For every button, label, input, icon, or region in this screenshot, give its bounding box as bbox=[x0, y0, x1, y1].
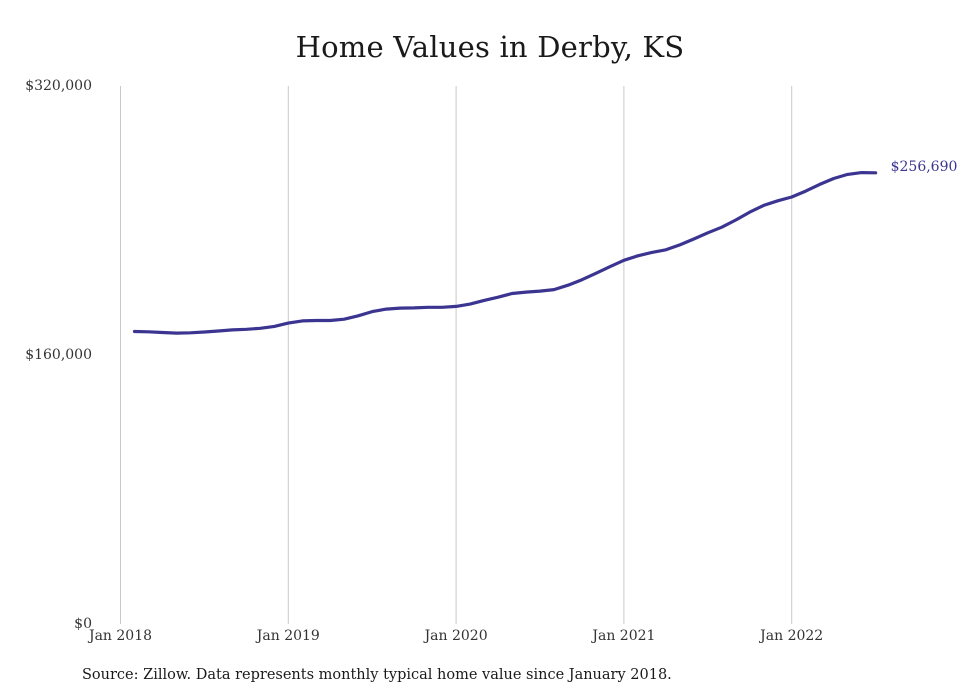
x-tick-label: Jan 2021 bbox=[590, 628, 655, 644]
x-tick-label: Jan 2019 bbox=[255, 628, 320, 644]
x-tick-label: Jan 2018 bbox=[87, 628, 152, 644]
y-tick-label: $160,000 bbox=[25, 347, 92, 363]
series-layer bbox=[132, 171, 878, 335]
x-tick-label: Jan 2022 bbox=[758, 628, 823, 644]
chart-title: Home Values in Derby, KS bbox=[295, 30, 685, 64]
gridlines bbox=[120, 86, 793, 624]
annotations: $256,690 bbox=[891, 159, 958, 175]
y-tick-label: $0 bbox=[74, 616, 92, 632]
y-tick-label: $320,000 bbox=[25, 78, 92, 94]
y-axis-labels: $0 $160,000 $320,000 bbox=[25, 78, 92, 632]
end-value-label: $256,690 bbox=[891, 159, 958, 175]
series-line bbox=[132, 171, 878, 335]
x-tick-label: Jan 2020 bbox=[423, 628, 488, 644]
source-note: Source: Zillow. Data represents monthly … bbox=[82, 667, 672, 683]
x-axis-labels: Jan 2018 Jan 2019 Jan 2020 Jan 2021 Jan 2022 bbox=[87, 628, 823, 644]
